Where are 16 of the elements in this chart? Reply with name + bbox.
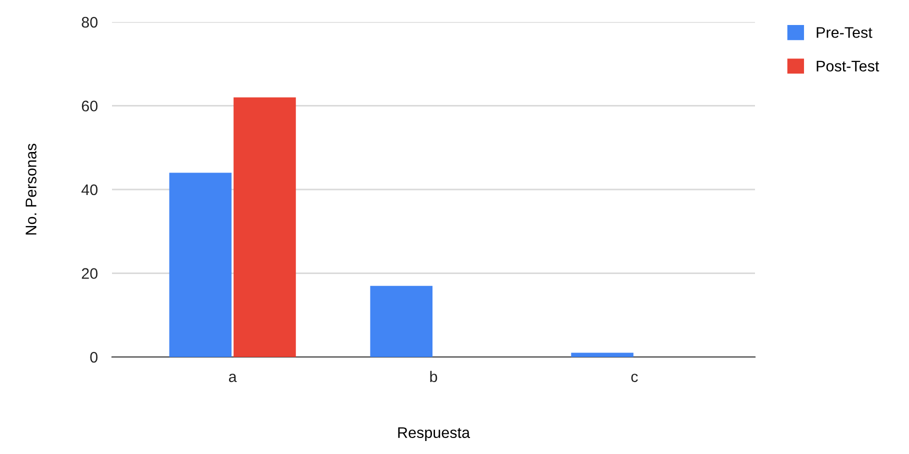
y-tick-label: 80 — [82, 16, 98, 28]
bar — [571, 352, 634, 357]
bar — [234, 97, 296, 357]
bar — [370, 286, 432, 357]
x-tick-label: c — [631, 374, 638, 382]
y-tick-label: 40 — [81, 184, 98, 196]
y-axis-title: No. Personas — [26, 144, 36, 235]
y-tick-label: 20 — [82, 268, 98, 279]
legend-label: Post-Test — [816, 60, 880, 72]
x-axis-title: Respuesta — [398, 427, 470, 442]
y-tick-label: 0 — [90, 352, 98, 363]
y-tick-label: 60 — [82, 100, 98, 112]
bar — [169, 172, 232, 357]
x-tick-label: a — [228, 374, 237, 382]
legend-label: Pre-Test — [816, 27, 872, 38]
x-tick-label: b — [430, 370, 438, 382]
